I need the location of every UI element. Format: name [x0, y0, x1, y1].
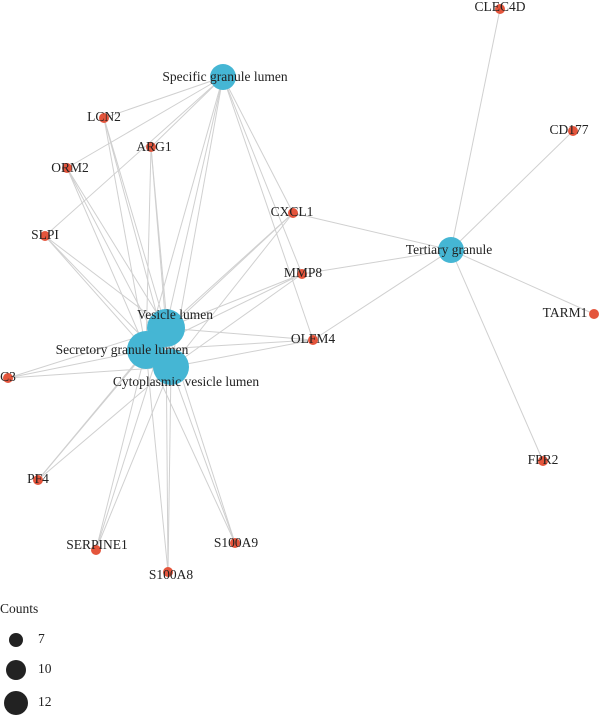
edge [150, 76, 224, 148]
term-label: Tertiary granule [406, 242, 492, 257]
edge [450, 130, 574, 251]
term-label: Secretory granule lumen [56, 342, 189, 357]
nodes [3, 4, 599, 577]
gene-node [308, 335, 318, 345]
gene-node [146, 142, 156, 152]
edge [37, 366, 172, 481]
labels: Specific granule lumen Tertiary granule Ve… [0, 0, 589, 582]
gene-label: S100A9 [214, 535, 259, 550]
gene-node [495, 4, 505, 14]
edge [66, 76, 224, 169]
edge [7, 349, 147, 379]
edge [145, 146, 152, 351]
edge [37, 349, 147, 481]
gene-node [230, 538, 240, 548]
legend-size [9, 633, 23, 647]
gene-label: ORM2 [51, 160, 89, 175]
edge [165, 327, 314, 341]
gene-label: MMP8 [284, 265, 323, 280]
legend-size [6, 660, 26, 680]
gene-label: CD177 [549, 122, 588, 137]
term-label: Specific granule lumen [162, 69, 287, 84]
gene-label: ARG1 [136, 139, 171, 154]
term-node [153, 349, 189, 385]
term-label: Vesicle lumen [137, 307, 213, 322]
gene-node [99, 113, 109, 123]
edge [103, 117, 167, 329]
gene-node [33, 475, 43, 485]
term-node [210, 64, 236, 90]
gene-label: S100A8 [149, 567, 194, 582]
edge [44, 76, 224, 237]
edge [145, 349, 169, 573]
edge [95, 366, 172, 551]
edge [450, 8, 501, 251]
gene-node [297, 269, 307, 279]
gene-label: FPR2 [528, 452, 559, 467]
gene-label: LCN2 [87, 109, 121, 124]
edge [165, 76, 224, 329]
gene-node [589, 309, 599, 319]
legend-label: 7 [38, 631, 45, 646]
gene-node [288, 208, 298, 218]
legend-size [4, 691, 28, 715]
gene-node [538, 456, 548, 466]
edges [7, 8, 595, 573]
gene-label: CLEC4D [474, 0, 525, 14]
edge [292, 212, 452, 251]
edge [165, 273, 303, 329]
edge [103, 117, 147, 351]
legend-label: 10 [38, 661, 52, 676]
edge [145, 349, 236, 544]
edge [103, 76, 224, 119]
edge [95, 349, 147, 551]
gene-node [163, 567, 173, 577]
edge [301, 249, 452, 275]
edge [450, 249, 544, 462]
legend-title: Counts [0, 601, 38, 616]
edge [44, 235, 147, 351]
gene-label: C3 [0, 369, 16, 384]
edge [222, 76, 303, 275]
edge [44, 235, 167, 329]
gene-label: TARM1 [543, 305, 588, 320]
gene-label: CXCL1 [271, 204, 314, 219]
gene-node [3, 373, 13, 383]
edge [222, 76, 294, 214]
gene-node [91, 545, 101, 555]
gene-node [40, 231, 50, 241]
gene-label: SLPI [31, 227, 59, 242]
edge [170, 212, 294, 368]
term-node [438, 237, 464, 263]
edge [170, 273, 303, 368]
edge [66, 167, 167, 329]
edge [170, 366, 236, 544]
gene-node [568, 126, 578, 136]
gene-label: OLFM4 [291, 331, 336, 346]
edge [167, 366, 172, 573]
legend-label: 12 [38, 694, 52, 709]
edge [66, 167, 147, 351]
gene-node [62, 163, 72, 173]
gene-label: PF4 [27, 471, 49, 486]
edge [170, 339, 314, 368]
legend: Counts 7 10 12 [0, 601, 52, 715]
edge [312, 249, 452, 341]
edge [145, 339, 314, 351]
gene-label: SERPINE1 [66, 537, 128, 552]
edge [450, 249, 595, 315]
edge [222, 76, 314, 341]
term-label: Cytoplasmic vesicle lumen [113, 374, 259, 389]
